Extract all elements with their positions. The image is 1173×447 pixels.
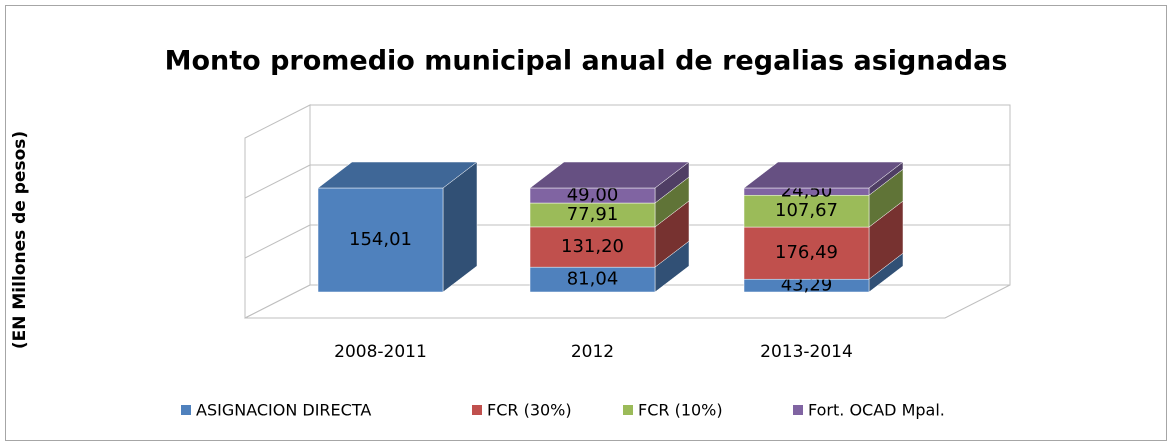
- data-label: 176,49: [775, 242, 838, 263]
- data-label: 131,20: [561, 236, 624, 257]
- data-label: 81,04: [567, 269, 619, 290]
- x-tick-label: 2012: [571, 342, 614, 362]
- bar-top: [317, 161, 478, 189]
- x-tick-label: 2008-2011: [334, 342, 427, 362]
- bar: [743, 194, 870, 228]
- legend-swatch: [623, 405, 633, 415]
- bar: [529, 266, 656, 293]
- legend-label: FCR (10%): [638, 401, 723, 420]
- data-label: 107,67: [775, 200, 838, 221]
- data-label: 49,00: [567, 185, 619, 206]
- y-axis-label: (EN Millones de pesos): [10, 131, 30, 349]
- data-label: 154,01: [349, 229, 412, 250]
- bar: [743, 226, 870, 280]
- legend-label: FCR (30%): [487, 401, 572, 420]
- legend-swatch: [181, 405, 191, 415]
- bar-top: [743, 161, 904, 189]
- legend-swatch: [472, 405, 482, 415]
- data-label: 43,29: [781, 275, 833, 296]
- x-tick-label: 2013-2014: [760, 342, 853, 362]
- legend-swatch: [793, 405, 803, 415]
- data-label: 77,91: [567, 204, 619, 225]
- legend-label: Fort. OCAD Mpal.: [808, 401, 945, 420]
- bar-top: [529, 161, 690, 189]
- chart-title: Monto promedio municipal anual de regali…: [165, 46, 1008, 77]
- bar: [529, 226, 656, 268]
- bar: [317, 187, 444, 293]
- legend-label: ASIGNACION DIRECTA: [196, 401, 371, 420]
